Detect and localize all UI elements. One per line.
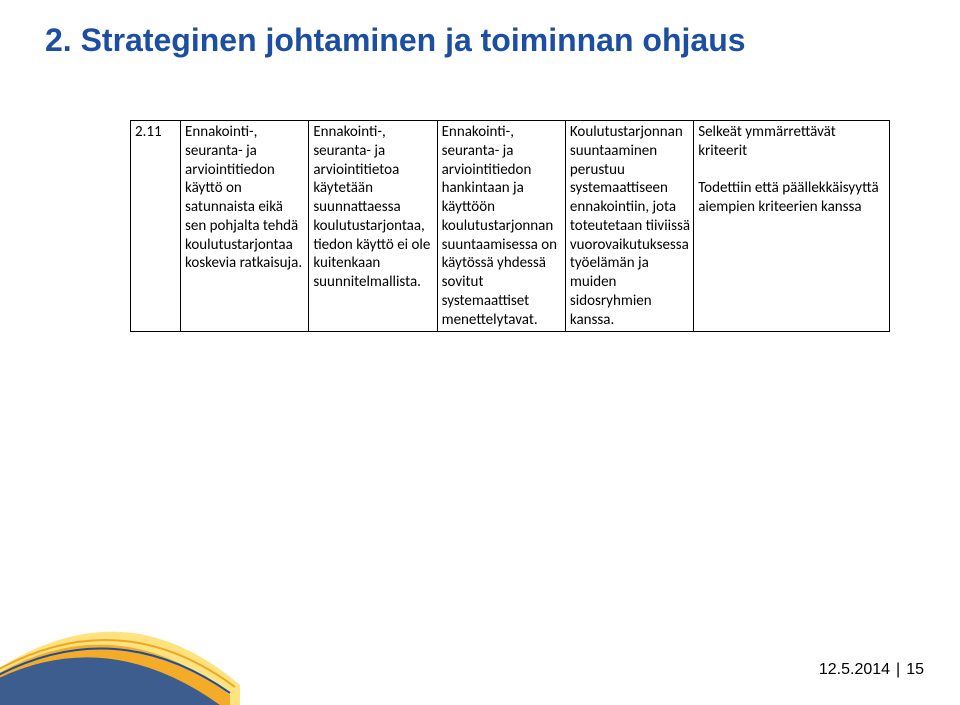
cell-1: Ennakointi-, seuranta- ja arviointitiedo… [181, 121, 309, 332]
row-index: 2.11 [131, 121, 181, 332]
cell-3: Ennakointi-, seuranta- ja arviointitiedo… [437, 121, 565, 332]
footer-page: 15 [906, 661, 924, 678]
criteria-table: 2.11 Ennakointi-, seuranta- ja arviointi… [130, 120, 890, 332]
footer-date: 12.5.2014 [819, 661, 890, 678]
cell-5: Selkeät ymmärrettävät kriteerit Todettii… [694, 121, 890, 332]
cell-2: Ennakointi-, seuranta- ja arviointitieto… [309, 121, 437, 332]
criteria-table-container: 2.11 Ennakointi-, seuranta- ja arviointi… [130, 120, 890, 332]
footer-separator: | [896, 661, 900, 678]
cell-4: Koulutustarjonnan suuntaaminen perustuu … [565, 121, 693, 332]
decorative-swoosh [0, 595, 240, 705]
footer: 12.5.2014 | 15 [819, 661, 924, 679]
table-row: 2.11 Ennakointi-, seuranta- ja arviointi… [131, 121, 890, 332]
page-title: 2. Strateginen johtaminen ja toiminnan o… [45, 22, 746, 59]
